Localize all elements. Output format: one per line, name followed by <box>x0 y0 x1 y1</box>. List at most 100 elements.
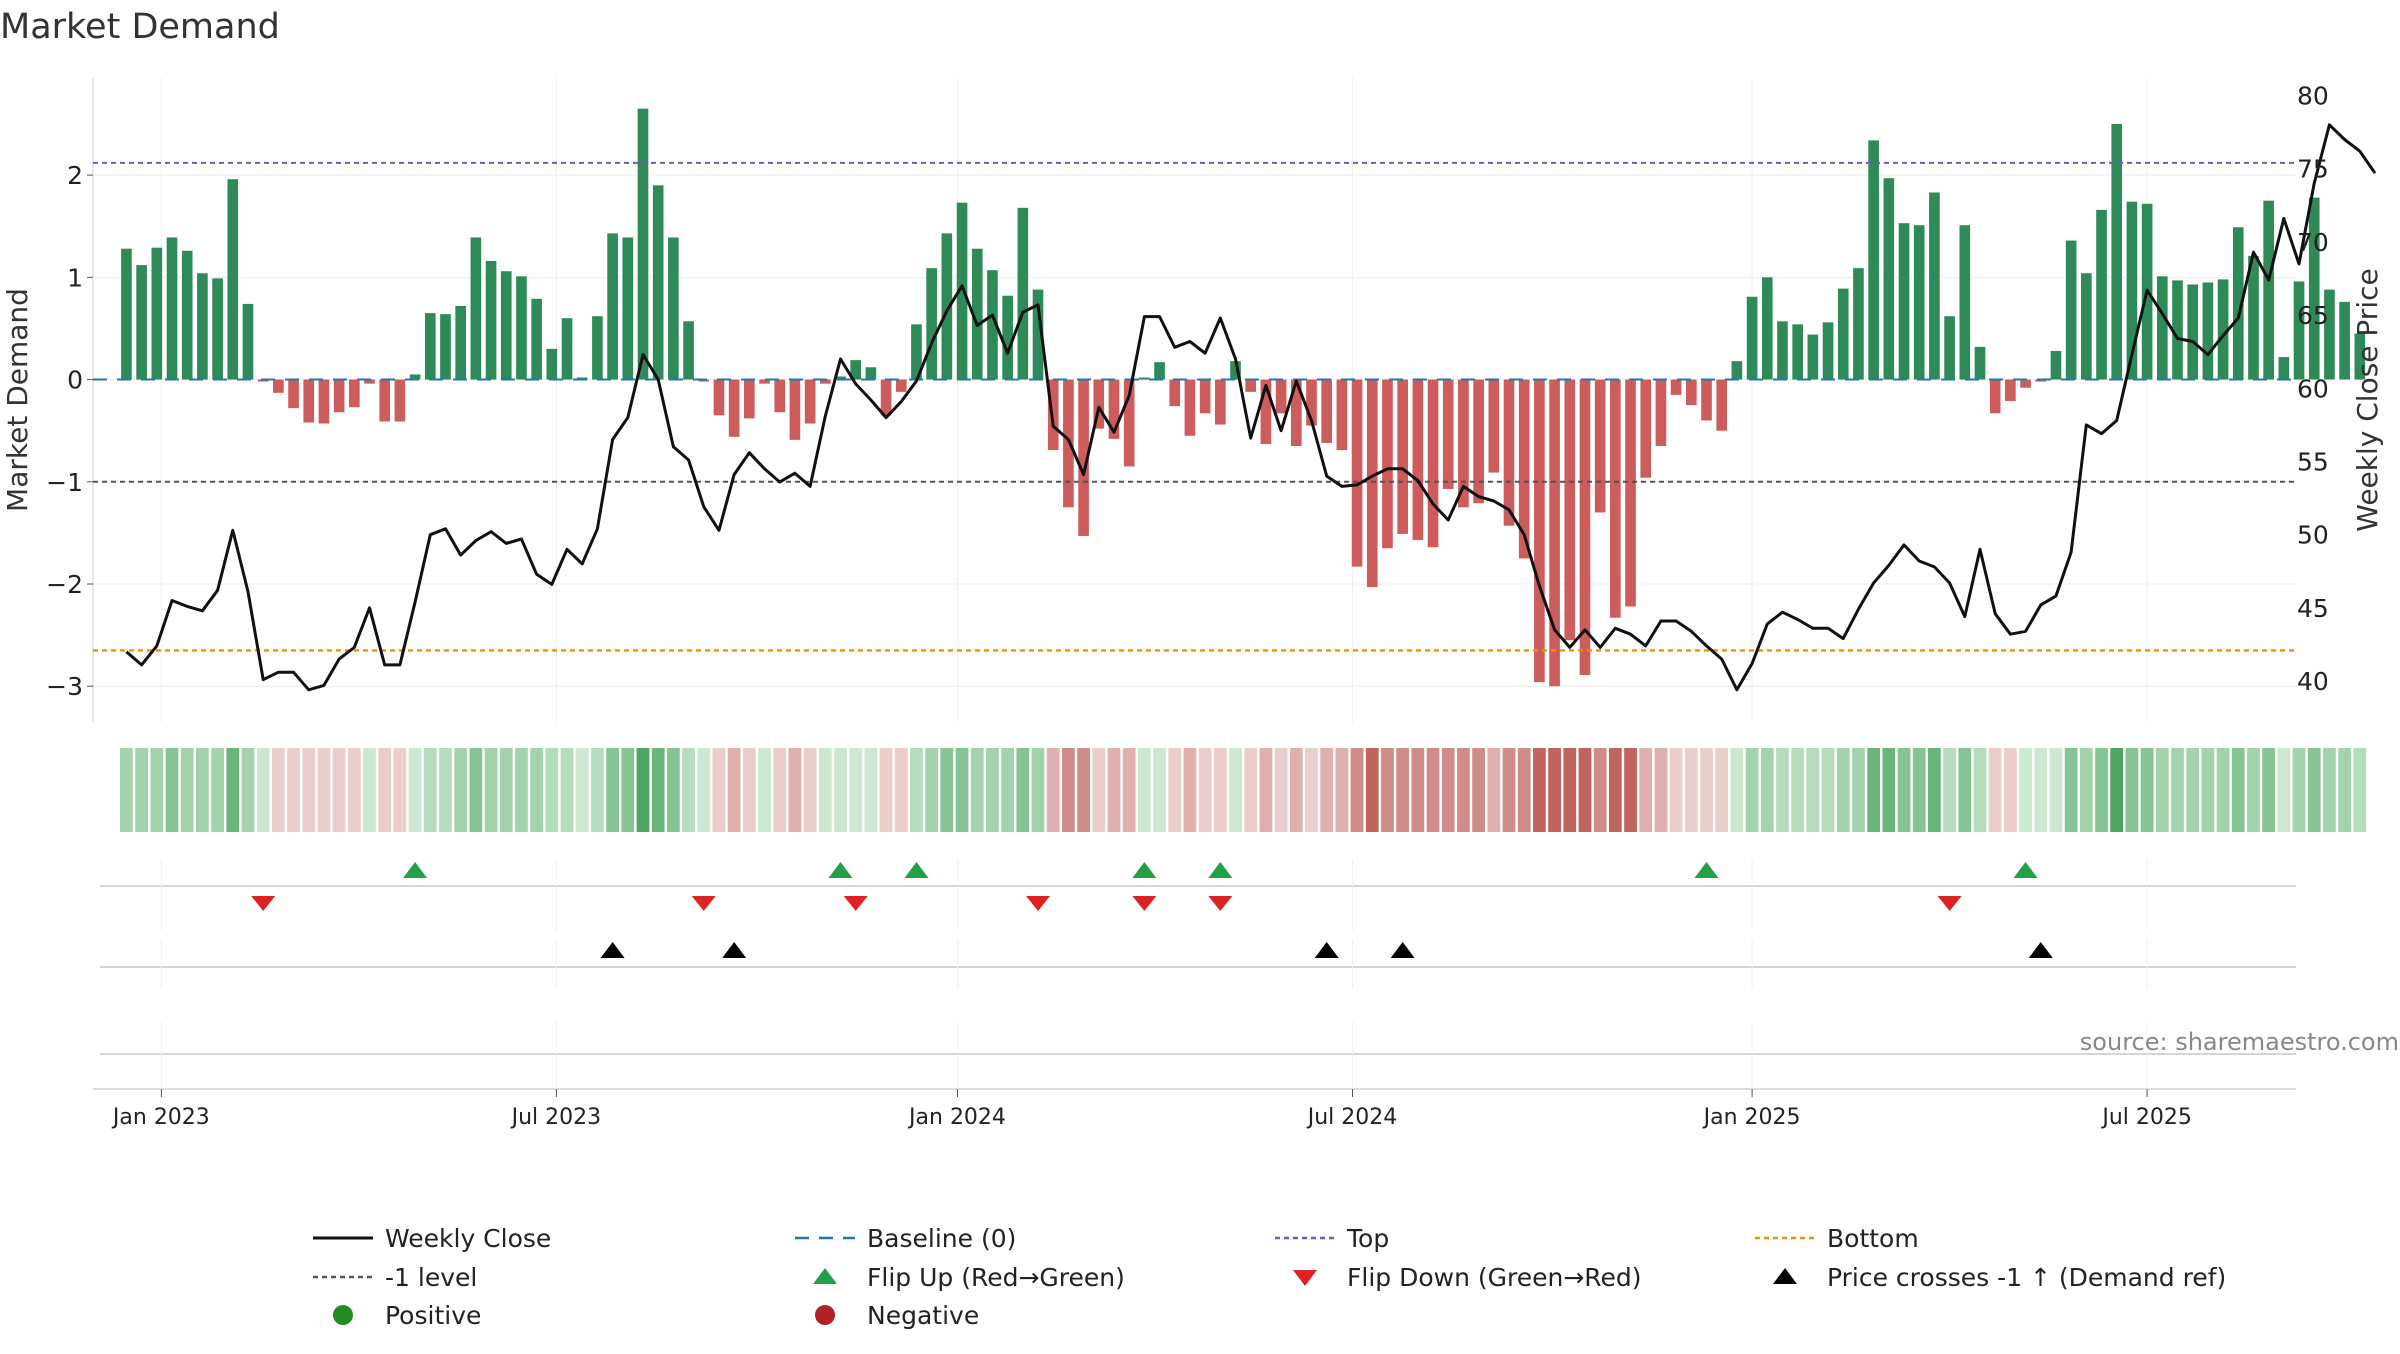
demand-bar <box>333 379 345 413</box>
heat-cell <box>1791 748 1805 832</box>
x-tick-label: Jul 2025 <box>2100 1105 2192 1130</box>
demand-bar <box>1655 379 1667 446</box>
heat-cell <box>2353 748 2367 832</box>
heat-cell <box>925 748 939 832</box>
demand-bar <box>379 379 391 422</box>
heat-cell <box>2307 748 2321 832</box>
flip-down-marker <box>691 896 716 911</box>
demand-bar <box>1777 321 1788 380</box>
heat-cell <box>1836 748 1850 832</box>
demand-bar <box>2324 289 2335 380</box>
demand-bar <box>2278 357 2290 380</box>
demand-bar <box>1564 379 1576 641</box>
demand-bar <box>273 379 284 393</box>
y2-tick-label: 55 <box>2297 447 2329 476</box>
heat-cell <box>1274 748 1288 832</box>
y2-tick-label: 40 <box>2297 667 2329 696</box>
demand-bar <box>1199 379 1211 414</box>
legend-item-flip-down: Flip Down (Green→Red) <box>1293 1263 1642 1292</box>
heat-cell <box>1350 748 1364 832</box>
heat-cell <box>2247 748 2260 832</box>
demand-bar <box>500 271 512 380</box>
demand-bar <box>1002 295 1013 380</box>
demand-bar <box>2005 379 2016 402</box>
heat-cell <box>1289 748 1303 832</box>
demand-bar <box>121 248 132 380</box>
y-tick-label: 2 <box>67 161 83 190</box>
flip-down-marker <box>1208 896 1233 911</box>
heat-cell <box>2064 748 2078 832</box>
price-cross-marker <box>1314 942 1339 958</box>
heat-cell <box>1441 748 1455 832</box>
heat-cell <box>667 748 680 832</box>
heat-cell <box>834 748 847 832</box>
demand-bar <box>470 237 482 380</box>
demand-bar <box>941 233 953 380</box>
heat-cell <box>1244 748 1258 832</box>
y2-axis-label: Weekly Close Price <box>2351 268 2384 531</box>
flip-down-marker <box>1026 896 1051 911</box>
x-tick-label: Jul 2024 <box>1306 1105 1398 1130</box>
demand-bar <box>789 379 801 440</box>
demand-bar <box>561 318 573 380</box>
heat-cell <box>1001 748 1014 832</box>
heat-cell <box>2216 748 2230 832</box>
demand-bar <box>212 278 223 380</box>
heat-cell <box>1593 748 1607 832</box>
heat-cell <box>120 748 133 832</box>
legend-label: Flip Down (Green→Red) <box>1347 1263 1642 1292</box>
heat-cell <box>439 748 452 832</box>
demand-bar <box>1260 379 1272 444</box>
demand-bar <box>242 303 254 380</box>
heat-cell <box>940 748 954 832</box>
flip-markers-panel <box>100 860 2296 930</box>
heat-cell <box>742 748 756 832</box>
demand-bar <box>1427 379 1439 548</box>
heat-cell <box>408 748 422 832</box>
heat-cell <box>1912 748 1926 832</box>
flip-up-marker <box>403 862 428 878</box>
heat-cell <box>986 748 999 832</box>
heat-cell <box>484 748 498 832</box>
demand-bar <box>136 265 147 380</box>
demand-bar <box>1412 379 1424 541</box>
demand-bar <box>1321 379 1332 443</box>
demand-bar <box>1837 288 1849 380</box>
heat-cell <box>2049 748 2063 832</box>
demand-bar <box>2065 240 2077 380</box>
demand-bar <box>1686 379 1697 406</box>
legend-symbol <box>813 1268 837 1284</box>
legend-item-flip-up: Flip Up (Red→Green) <box>813 1263 1125 1292</box>
demand-bar <box>1245 379 1257 392</box>
heat-cell <box>211 748 224 832</box>
heat-cell <box>2338 748 2351 832</box>
demand-bar <box>394 379 406 422</box>
legend-label: Top <box>1346 1224 1389 1253</box>
heat-cell <box>575 748 589 832</box>
heat-cell <box>363 748 376 832</box>
demand-bar <box>759 379 770 384</box>
demand-bar <box>227 179 239 380</box>
heat-cell <box>530 748 544 832</box>
demand-bar <box>440 314 451 380</box>
legend-label: Baseline (0) <box>867 1224 1016 1253</box>
legend-item-bottom: Bottom <box>1755 1224 1919 1253</box>
demand-bar <box>1883 178 1895 380</box>
demand-bar <box>197 273 208 380</box>
heat-cell <box>2155 748 2169 832</box>
heat-cell <box>317 748 331 832</box>
demand-bar <box>2308 197 2320 380</box>
demand-bar <box>1716 379 1728 431</box>
heat-cell <box>2003 748 2017 832</box>
demand-bar <box>1625 379 1636 607</box>
heat-cell <box>256 748 270 832</box>
heat-cell <box>1487 748 1501 832</box>
heat-cell <box>1943 748 1956 832</box>
flip-up-marker <box>1208 862 1233 878</box>
flip-up-marker <box>1694 862 1719 878</box>
heat-cell <box>1700 748 1713 832</box>
heat-cell <box>727 748 741 832</box>
heat-cell <box>347 748 361 832</box>
demand-bar <box>1929 192 1940 380</box>
